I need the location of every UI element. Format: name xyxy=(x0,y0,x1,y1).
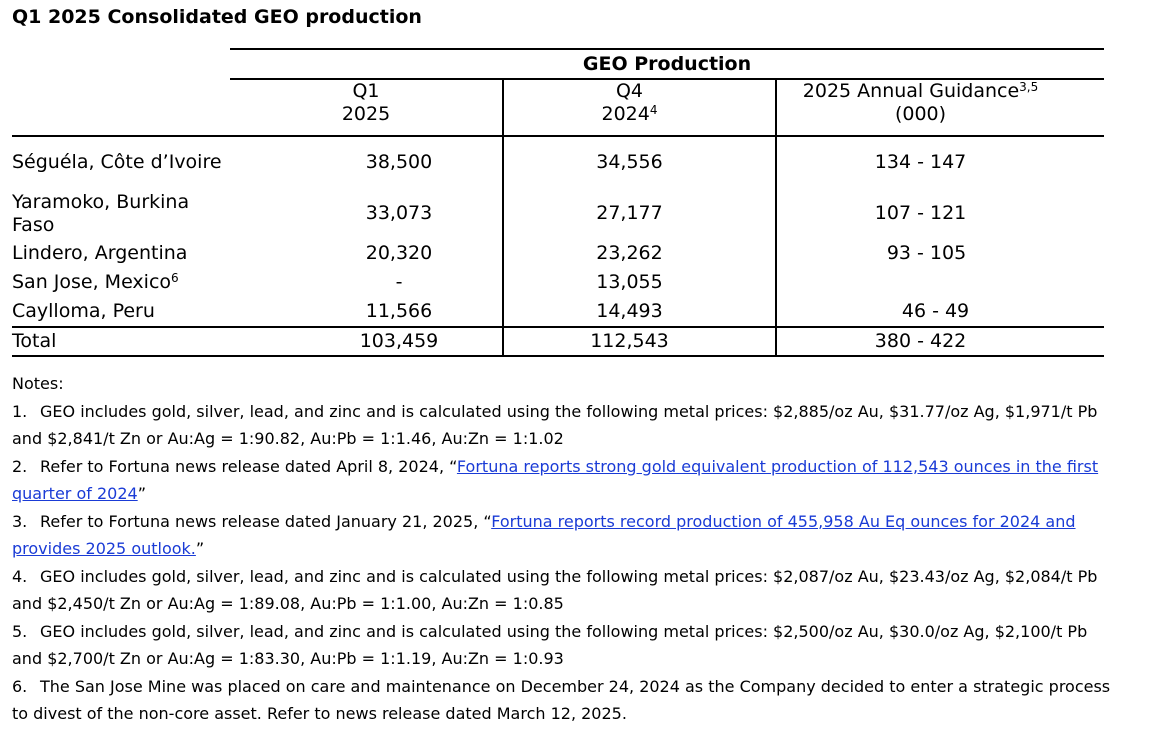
page-title: Q1 2025 Consolidated GEO production xyxy=(12,6,422,28)
guidance-value: 134 - 147 xyxy=(874,151,967,173)
empty-header-cell xyxy=(12,79,230,136)
news-release-link-2025-outlook[interactable]: Fortuna reports record production of 455… xyxy=(12,511,1076,559)
q4-2024-value: 14,493 xyxy=(503,297,777,327)
total-guidance: 380 - 422 xyxy=(776,326,1105,357)
column-header-line2: 2025 xyxy=(341,103,391,125)
note-6: 6. The San Jose Mine was placed on care a… xyxy=(12,673,1122,728)
guidance-cell: 46 - 49 xyxy=(776,297,1104,327)
group-header: GEO Production xyxy=(230,48,1105,80)
guidance-value: 107 - 121 xyxy=(874,202,967,224)
column-header-line1: Q1 xyxy=(352,80,380,102)
empty-corner-cell xyxy=(12,49,230,79)
note-number: 5. xyxy=(12,621,28,641)
guidance-value: 46 - 49 xyxy=(901,300,970,322)
mine-name: Caylloma, Peru xyxy=(12,300,155,322)
guidance-value xyxy=(776,268,1104,297)
note-text: GEO includes gold, silver, lead, and zin… xyxy=(12,401,1098,449)
note-text: GEO includes gold, silver, lead, and zin… xyxy=(12,566,1098,614)
guidance-cell: 93 - 105 xyxy=(776,239,1104,268)
column-header-line1: 2025 Annual Guidance xyxy=(802,80,1020,102)
note-text: The San Jose Mine was placed on care and… xyxy=(12,676,1111,724)
note-text-end: ” xyxy=(137,484,146,503)
q1-2025-value: - xyxy=(230,268,504,297)
mine-name: San Jose, Mexico xyxy=(12,271,172,293)
news-release-link-2024-q1[interactable]: Fortuna reports strong gold equivalent p… xyxy=(12,456,1099,504)
total-label: Total xyxy=(12,326,230,357)
note-number: 4. xyxy=(12,566,28,586)
table-row: San Jose, Mexico6 - 13,055 xyxy=(12,268,1104,297)
table-row: Lindero, Argentina 20,320 23,262 93 - 10… xyxy=(12,239,1104,268)
note-2: 2. Refer to Fortuna news release dated Ap… xyxy=(12,453,1122,508)
geo-production-table: GEO Production Q1 2025 Q4 20244 2025 Ann… xyxy=(12,48,1105,357)
column-header-q4-2024: Q4 20244 xyxy=(503,79,777,136)
mine-name: Lindero, Argentina xyxy=(12,242,188,264)
column-header-line1: Q4 xyxy=(615,80,644,102)
column-header-q1-2025: Q1 2025 xyxy=(230,79,504,136)
mine-name: Séguéla, Côte d’Ivoire xyxy=(12,151,222,173)
mine-name: Yaramoko, Burkina Faso xyxy=(12,190,190,236)
notes-section: Notes: 1. GEO includes gold, silver, lead… xyxy=(12,370,1122,728)
note-4: 4. GEO includes gold, silver, lead, and z… xyxy=(12,563,1122,618)
table-row: Séguéla, Côte d’Ivoire 38,500 34,556 134… xyxy=(12,136,1104,188)
q4-2024-value: 34,556 xyxy=(503,136,777,188)
table-row: Caylloma, Peru 11,566 14,493 46 - 49 xyxy=(12,297,1104,327)
q1-2025-value: 38,500 xyxy=(230,136,504,188)
column-header-line2: 2024 xyxy=(601,103,650,125)
note-number: 2. xyxy=(12,456,28,476)
footnote-marker: 4 xyxy=(649,103,658,117)
note-text: Refer to Fortuna news release dated Apri… xyxy=(40,456,457,476)
q1-2025-value: 20,320 xyxy=(230,239,504,268)
q4-2024-value: 27,177 xyxy=(503,188,777,239)
column-header-row: Q1 2025 Q4 20244 2025 Annual Guidance3,5… xyxy=(12,79,1105,136)
note-number: 1. xyxy=(12,401,28,421)
column-header-line2: (000) xyxy=(894,103,947,125)
mine-name-cell: San Jose, Mexico6 xyxy=(12,268,230,297)
total-q4-2024: 112,543 xyxy=(503,326,777,357)
footnote-marker: 3,5 xyxy=(1019,80,1039,94)
note-number: 6. xyxy=(12,676,28,696)
total-q1-2025: 103,459 xyxy=(230,326,504,357)
notes-heading: Notes: xyxy=(12,374,64,393)
q4-2024-value: 13,055 xyxy=(503,268,777,297)
note-text: Refer to Fortuna news release dated Janu… xyxy=(40,511,492,531)
note-5: 5. GEO includes gold, silver, lead, and z… xyxy=(12,618,1122,673)
note-number: 3. xyxy=(12,511,28,531)
note-text: GEO includes gold, silver, lead, and zin… xyxy=(12,621,1088,669)
column-header-guidance: 2025 Annual Guidance3,5 (000) xyxy=(776,79,1104,136)
footnote-marker: 6 xyxy=(171,271,179,285)
note-3: 3. Refer to Fortuna news release dated Ja… xyxy=(12,508,1122,563)
q4-2024-value: 23,262 xyxy=(503,239,777,268)
table-row: Yaramoko, Burkina Faso 33,073 27,177 107… xyxy=(12,188,1104,239)
note-1: 1. GEO includes gold, silver, lead, and z… xyxy=(12,398,1122,453)
guidance-value: 93 - 105 xyxy=(886,242,967,264)
group-header-row: GEO Production xyxy=(12,48,1105,80)
q1-2025-value: 11,566 xyxy=(230,297,504,327)
total-row: Total 103,459 112,543 380 - 422 xyxy=(12,326,1105,357)
q1-2025-value: 33,073 xyxy=(230,188,504,239)
note-text-end: ” xyxy=(195,539,205,558)
